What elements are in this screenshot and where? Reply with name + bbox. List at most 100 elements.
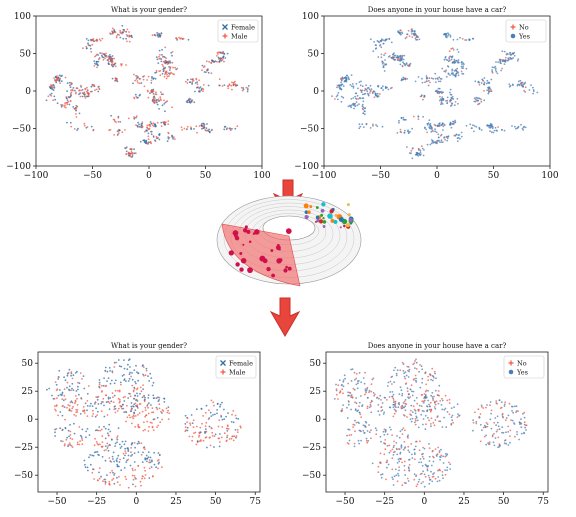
scatter-point xyxy=(428,408,431,411)
scatter-point xyxy=(518,438,520,441)
scatter-point xyxy=(492,131,495,134)
scatter-point xyxy=(354,95,357,98)
scatter-point xyxy=(504,56,507,59)
scatter-point xyxy=(364,426,367,428)
scatter-point xyxy=(374,393,376,396)
scatter-point xyxy=(417,76,420,78)
scatter-point xyxy=(174,138,176,141)
scatter-point xyxy=(56,78,58,81)
scatter-point xyxy=(212,60,215,63)
scatter-point xyxy=(376,94,378,97)
scatter-point xyxy=(504,419,507,421)
legend-label: Male xyxy=(229,369,246,377)
scatter-point xyxy=(428,127,431,130)
scatter-point xyxy=(186,78,189,81)
scatter-point xyxy=(74,372,77,374)
scatter-point xyxy=(416,402,419,405)
scatter-point xyxy=(444,452,447,455)
torus-embedding-illustration xyxy=(216,195,362,287)
scatter-point xyxy=(102,401,104,403)
scatter-point xyxy=(106,56,108,58)
scatter-point xyxy=(64,102,66,105)
scatter-point xyxy=(434,372,436,375)
scatter-point xyxy=(116,460,118,463)
scatter-point xyxy=(411,148,414,150)
scatter-point xyxy=(191,99,194,101)
scatter-point xyxy=(66,372,69,375)
scatter-point xyxy=(80,436,83,438)
scatter-point xyxy=(101,441,104,443)
scatter-point xyxy=(386,385,389,387)
scatter-point xyxy=(474,411,476,414)
scatter-point xyxy=(360,395,362,397)
scatter-point xyxy=(54,408,56,411)
scatter-point xyxy=(480,82,483,84)
scatter-point xyxy=(413,473,416,476)
scatter-point xyxy=(407,445,410,448)
scatter-point xyxy=(72,87,75,89)
scatter-point xyxy=(59,427,62,430)
scatter-point xyxy=(137,465,140,467)
scatter-point xyxy=(512,84,514,87)
scatter-point xyxy=(99,52,101,54)
scatter-point xyxy=(92,128,95,131)
scatter-point xyxy=(156,58,159,61)
scatter-point xyxy=(402,76,405,79)
scatter-point xyxy=(521,127,524,130)
scatter-point xyxy=(132,405,135,408)
scatter-point xyxy=(210,72,213,75)
scatter-point xyxy=(488,441,491,443)
scatter-point xyxy=(133,461,136,463)
scatter-point xyxy=(342,392,344,395)
scatter-point xyxy=(511,53,513,55)
scatter-point xyxy=(152,381,155,384)
scatter-point xyxy=(139,93,142,96)
scatter-point xyxy=(78,443,81,446)
scatter-point xyxy=(369,401,372,404)
scatter-point xyxy=(141,396,144,399)
scatter-point xyxy=(464,39,466,41)
scatter-point xyxy=(359,97,361,100)
scatter-point xyxy=(154,93,157,95)
scatter-point xyxy=(380,440,382,443)
scatter-point xyxy=(450,58,453,61)
scatter-point xyxy=(157,424,160,427)
scatter-point xyxy=(350,396,352,399)
scatter-point xyxy=(456,416,459,418)
scatter-point xyxy=(350,434,353,436)
scatter-point xyxy=(65,97,68,100)
scatter-point xyxy=(520,123,522,126)
scatter-point xyxy=(101,37,104,40)
scatter-point xyxy=(99,429,102,432)
scatter-point xyxy=(51,88,54,91)
scatter-point xyxy=(457,413,459,415)
scatter-point xyxy=(481,429,483,432)
scatter-point xyxy=(381,125,384,128)
scatter-point xyxy=(493,129,496,132)
scatter-point xyxy=(131,154,134,156)
scatter-point xyxy=(150,466,153,468)
scatter-point xyxy=(191,83,194,85)
scatter-point xyxy=(449,463,452,466)
scatter-point xyxy=(361,85,364,88)
scatter-point xyxy=(234,127,237,130)
scatter-point xyxy=(158,407,161,410)
scatter-point xyxy=(147,90,149,93)
scatter-point xyxy=(117,359,120,361)
scatter-point xyxy=(211,128,213,131)
scatter-point xyxy=(423,393,426,395)
scatter-point xyxy=(134,485,137,488)
scatter-point xyxy=(75,408,78,411)
scatter-point xyxy=(437,446,440,449)
scatter-point xyxy=(192,426,195,429)
scatter-point xyxy=(446,137,449,140)
scatter-point xyxy=(404,429,406,432)
scatter-point xyxy=(165,77,168,80)
scatter-point xyxy=(103,425,105,428)
scatter-point xyxy=(432,399,435,401)
scatter-point xyxy=(172,72,174,75)
chart-title: What is your gender? xyxy=(111,342,187,350)
y-tick-label: −50 xyxy=(14,471,33,481)
scatter-point xyxy=(85,436,87,439)
scatter-point xyxy=(97,58,100,61)
